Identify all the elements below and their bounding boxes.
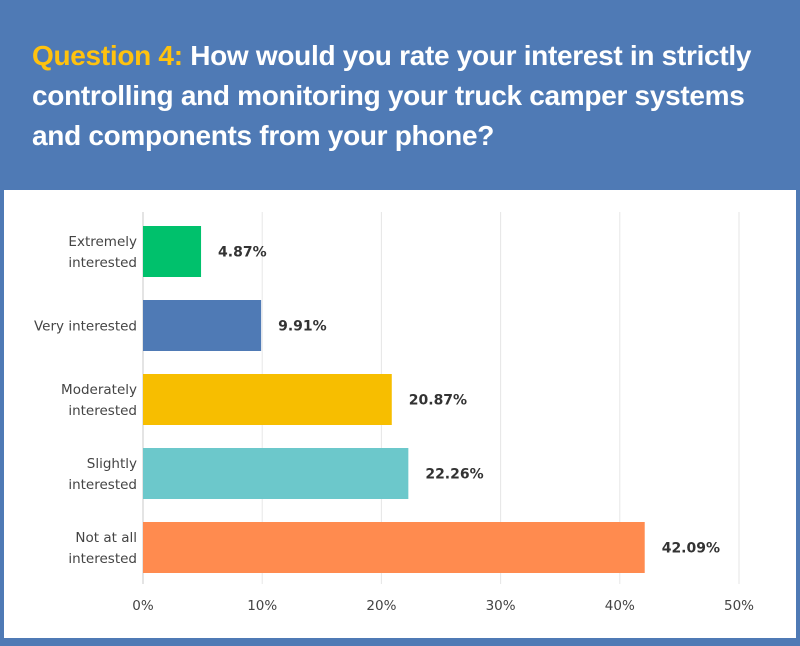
bar-value-label: 42.09% [662, 541, 720, 557]
bar [143, 300, 262, 351]
x-tick-label: 50% [724, 598, 754, 614]
bar-value-label: 9.91% [278, 319, 327, 335]
bar [143, 226, 202, 277]
x-tick-label: 20% [366, 598, 396, 614]
bar [143, 374, 392, 425]
category-label: interested [68, 477, 137, 493]
x-tick-label: 10% [247, 598, 277, 614]
category-label: Not at all [75, 530, 137, 546]
x-tick-label: 30% [486, 598, 516, 614]
x-tick-label: 40% [605, 598, 635, 614]
category-label: Moderately [61, 382, 137, 398]
question-header: Question 4: How would you rate your inte… [32, 36, 772, 156]
category-label: Slightly [87, 456, 137, 472]
bar-value-label: 4.87% [218, 245, 267, 261]
bar [143, 522, 645, 573]
category-label: interested [68, 255, 137, 271]
x-tick-label: 0% [132, 598, 154, 614]
bar-value-label: 22.26% [425, 467, 483, 483]
chart-panel: 4.87% Extremely interested 9.91% Very intere… [4, 190, 796, 638]
bar [143, 448, 409, 499]
bar-value-label: 20.87% [409, 393, 467, 409]
bar-chart: 4.87% Extremely interested 9.91% Very intere… [34, 212, 754, 614]
question-label: Question 4: [32, 40, 183, 71]
category-label: interested [68, 403, 137, 419]
category-label: interested [68, 551, 137, 567]
question-text: How would you rate your interest in stri… [32, 40, 752, 151]
category-label: Extremely [68, 234, 137, 250]
category-label: Very interested [34, 319, 137, 335]
